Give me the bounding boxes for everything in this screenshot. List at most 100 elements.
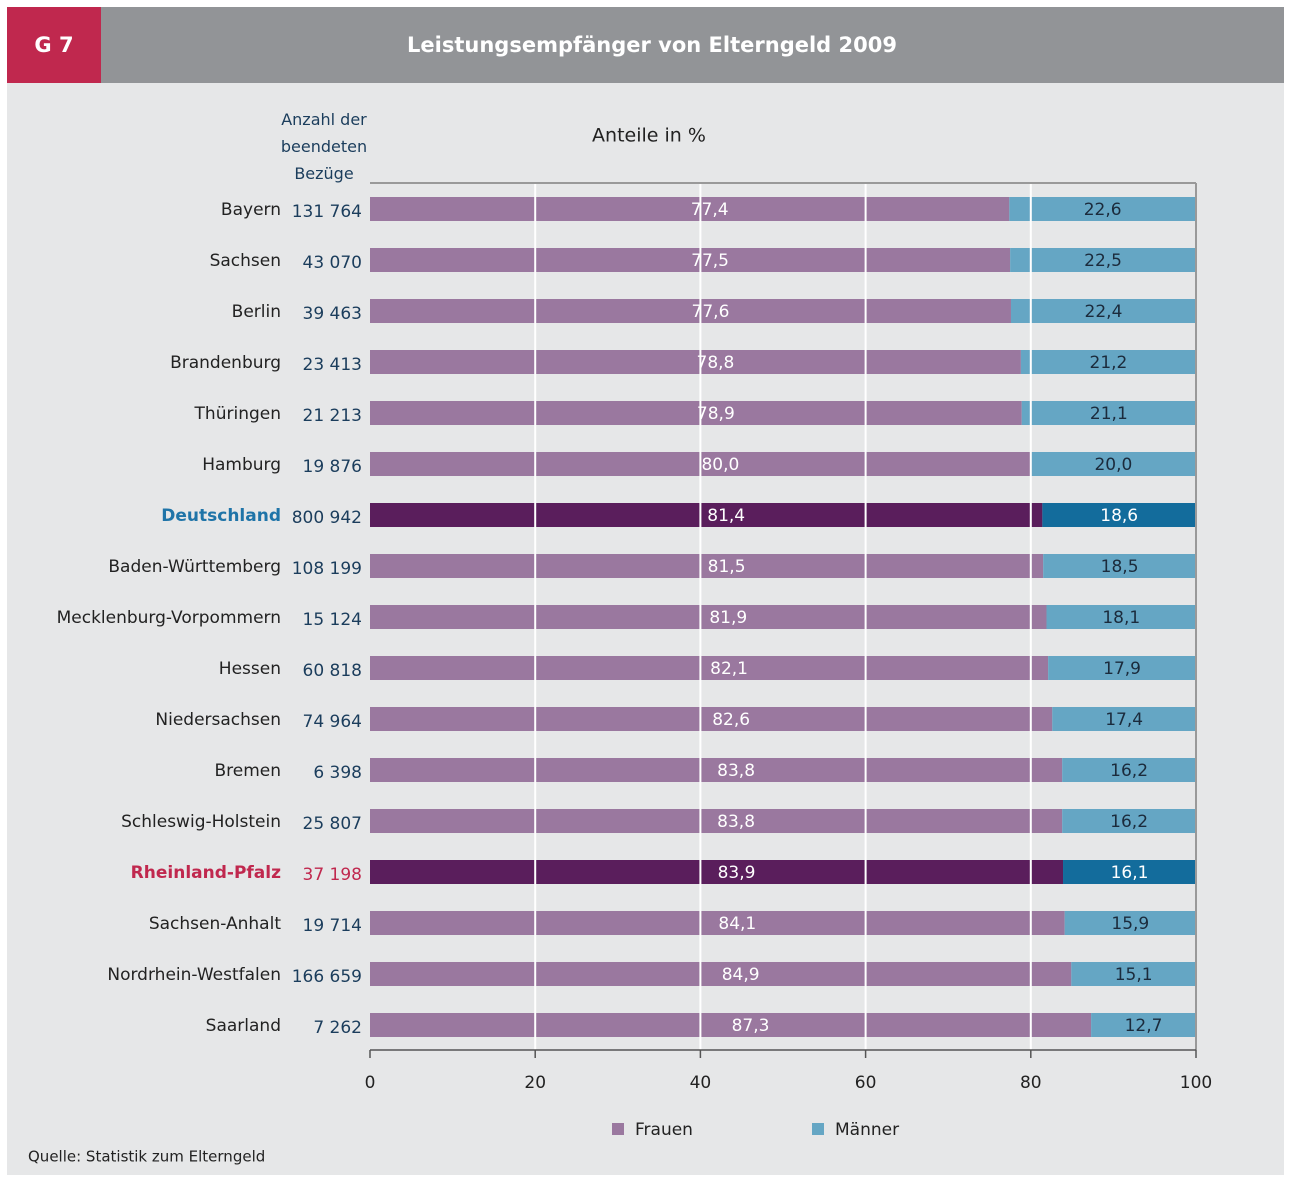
- bar-segment: [1062, 809, 1196, 833]
- value-label: 81,5: [708, 557, 746, 577]
- value-label: 80,0: [701, 455, 739, 475]
- bar-segment: [370, 860, 1064, 884]
- source: Quelle: Statistik zum Elterngeld: [28, 1148, 265, 1166]
- value-label: 81,9: [709, 608, 747, 628]
- count-label: 131 764: [292, 202, 362, 222]
- count-label: 7 262: [313, 1018, 362, 1038]
- legend-swatch: [612, 1123, 624, 1135]
- bar-segment: [370, 554, 1044, 578]
- count-label: 43 070: [303, 253, 362, 273]
- value-label: 12,7: [1125, 1016, 1163, 1036]
- value-label: 15,1: [1115, 965, 1153, 985]
- category-label: Bremen: [214, 761, 281, 781]
- category-label: Brandenburg: [170, 353, 281, 373]
- bar-segment: [370, 248, 1011, 272]
- value-label: 87,3: [732, 1016, 770, 1036]
- value-label: 18,6: [1100, 506, 1138, 526]
- bar-segment: [370, 707, 1053, 731]
- value-label: 16,2: [1110, 812, 1148, 832]
- bar-segment: [370, 299, 1011, 323]
- value-label: 17,4: [1105, 710, 1143, 730]
- bar-segment: [1042, 503, 1196, 527]
- bar-segment: [1048, 656, 1196, 680]
- count-label: 37 198: [303, 865, 362, 885]
- bar-segment: [1021, 401, 1196, 425]
- category-label: Hamburg: [202, 455, 281, 475]
- count-label: 6 398: [313, 763, 362, 783]
- value-label: 81,4: [707, 506, 745, 526]
- bar-segment: [370, 503, 1043, 527]
- value-label: 78,9: [697, 404, 735, 424]
- bar-segment: [370, 656, 1049, 680]
- value-label: 22,5: [1084, 251, 1122, 271]
- value-label: 18,5: [1101, 557, 1139, 577]
- x-tick-label: 80: [1020, 1073, 1042, 1093]
- bar-segment: [1046, 605, 1196, 629]
- value-label: 16,1: [1111, 863, 1149, 883]
- count-label: 23 413: [303, 355, 362, 375]
- bar-segment: [1091, 1013, 1196, 1037]
- value-label: 82,1: [710, 659, 748, 679]
- bar-segment: [1010, 248, 1196, 272]
- count-label: 800 942: [292, 508, 362, 528]
- category-label: Berlin: [232, 302, 281, 322]
- chart-title: Leistungsempfänger von Elterngeld 2009: [407, 33, 897, 57]
- category-label: Niedersachsen: [155, 710, 281, 730]
- value-label: 22,4: [1085, 302, 1123, 322]
- category-label: Deutschland: [161, 506, 281, 526]
- count-label: 60 818: [303, 661, 362, 681]
- legend-label: Männer: [835, 1120, 899, 1140]
- x-tick-label: 40: [690, 1073, 712, 1093]
- bar-segment: [370, 758, 1063, 782]
- count-label: 21 213: [303, 406, 362, 426]
- x-tick-label: 60: [855, 1073, 877, 1093]
- value-label: 15,9: [1111, 914, 1149, 934]
- bar-segment: [370, 401, 1022, 425]
- count-label: 19 876: [303, 457, 362, 477]
- legend-swatch: [812, 1123, 824, 1135]
- bar-segment: [1064, 911, 1196, 935]
- value-label: 78,8: [697, 353, 735, 373]
- legend-label: Frauen: [635, 1120, 693, 1140]
- count-label: 39 463: [303, 304, 362, 324]
- count-label: 25 807: [303, 814, 362, 834]
- value-label: 77,4: [691, 200, 729, 220]
- count-label: 15 124: [303, 610, 362, 630]
- bar-segment: [1052, 707, 1196, 731]
- bar-segment: [370, 350, 1021, 374]
- bar-segment: [1030, 452, 1196, 476]
- value-label: 16,2: [1110, 761, 1148, 781]
- count-label: 108 199: [292, 559, 362, 579]
- category-label: Bayern: [221, 200, 281, 220]
- count-label: 166 659: [292, 967, 362, 987]
- value-label: 77,6: [692, 302, 730, 322]
- bar-segment: [1071, 962, 1196, 986]
- category-label: Baden-Württemberg: [108, 557, 281, 577]
- bar-segment: [370, 911, 1065, 935]
- bar-segment: [1010, 299, 1196, 323]
- value-label: 83,8: [717, 812, 755, 832]
- value-label: 22,6: [1084, 200, 1122, 220]
- category-label: Thüringen: [194, 404, 281, 424]
- bar-segment: [1063, 860, 1196, 884]
- value-label: 83,9: [718, 863, 756, 883]
- count-header: Anzahl der beendeten Bezüge: [280, 110, 368, 183]
- category-label: Hessen: [219, 659, 281, 679]
- count-label: 74 964: [303, 712, 362, 732]
- category-label: Sachsen: [210, 251, 281, 271]
- bar-segment: [370, 605, 1047, 629]
- count-label: 19 714: [303, 916, 362, 936]
- bar-segment: [370, 809, 1063, 833]
- bar-segment: [370, 962, 1072, 986]
- category-label: Sachsen-Anhalt: [149, 914, 281, 934]
- value-label: 77,5: [691, 251, 729, 271]
- header-band: [7, 7, 1284, 83]
- value-label: 84,9: [722, 965, 760, 985]
- value-label: 21,2: [1090, 353, 1128, 373]
- bar-segment: [1043, 554, 1196, 578]
- value-label: 21,1: [1090, 404, 1128, 424]
- value-label: 17,9: [1103, 659, 1141, 679]
- value-label: 18,1: [1102, 608, 1140, 628]
